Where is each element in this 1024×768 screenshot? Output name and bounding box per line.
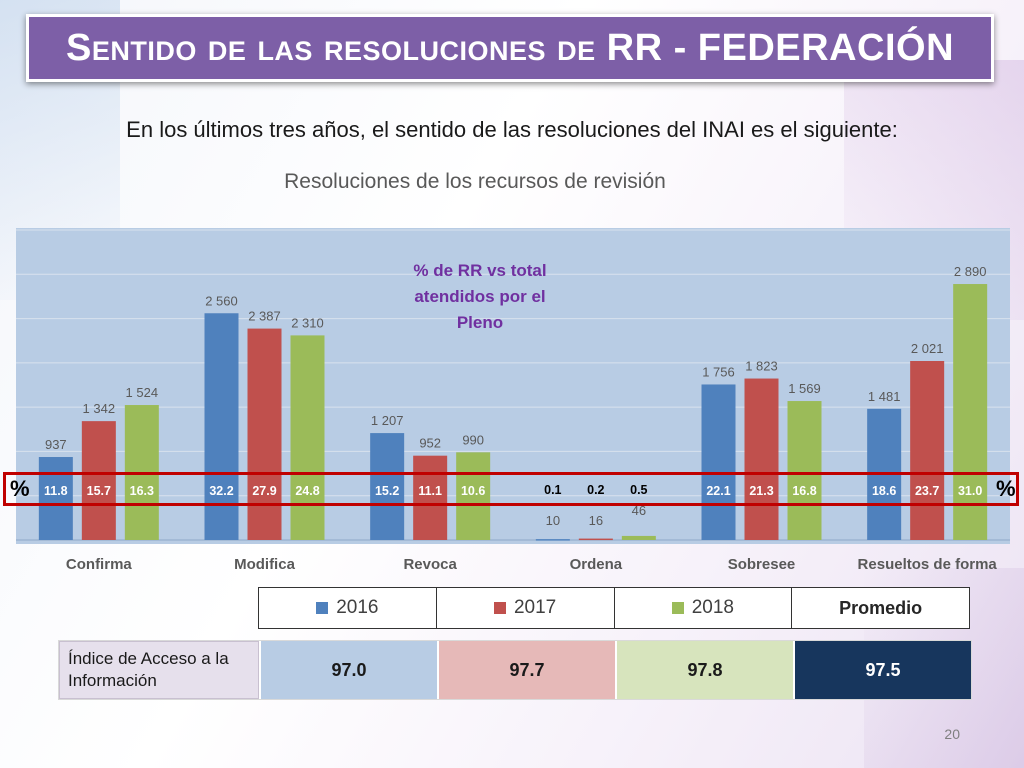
percent-symbol-right: %	[996, 476, 1016, 501]
bar-2017-confirma	[81, 421, 116, 540]
percentage-label: 24.8	[295, 484, 319, 498]
x-tick-label: Revoca	[403, 556, 457, 573]
x-tick-label: Confirma	[66, 556, 132, 573]
slide-subtitle: En los últimos tres años, el sentido de …	[126, 117, 898, 142]
data-label: 1 207	[371, 413, 404, 428]
percentage-label: 0.5	[630, 483, 647, 497]
data-label: 16	[589, 513, 603, 528]
data-label: 2 560	[205, 293, 238, 308]
data-label: 937	[45, 437, 67, 452]
percentage-label: 11.8	[44, 484, 68, 498]
legend-table: 2016 2017 2018 Promedio	[258, 587, 970, 629]
legend-swatch-2018	[671, 602, 684, 614]
bar-2018-modifica	[290, 335, 325, 540]
x-tick-label: Resueltos de forma	[858, 556, 998, 573]
percentage-label: 32.2	[209, 484, 233, 498]
legend-swatch-2017	[493, 602, 506, 614]
data-label: 952	[419, 436, 441, 451]
chart-title: Resoluciones de los recursos de revisión	[284, 170, 666, 193]
x-tick-label: Sobresee	[728, 556, 796, 573]
percentage-label: 22.1	[706, 484, 730, 498]
legend-label-2017: 2017	[513, 597, 557, 618]
legend-label-2018: 2018	[691, 597, 735, 618]
bar-chart: 937 11.8 1 342 15.7 1 524 16.3 Confirma 2 560 32…	[16, 229, 1010, 573]
bar-2017-sobresee	[744, 378, 779, 540]
data-label: 1 342	[83, 401, 116, 416]
bar-2016-confirma	[38, 457, 73, 540]
bar-2017-modifica	[247, 328, 282, 540]
access-index-average: 97.5	[793, 641, 971, 699]
percentage-label: 23.7	[915, 484, 939, 498]
data-label: 10	[546, 513, 560, 528]
slide-title: Sentido de las resoluciones de RR - FEDE…	[65, 26, 955, 69]
percentage-label: 15.2	[375, 484, 399, 498]
bar-2018-sobresee	[787, 401, 822, 540]
percentage-highlight-box	[3, 472, 1019, 506]
bar-2018-ordena	[621, 535, 656, 540]
data-label: 2 310	[291, 315, 324, 330]
chart-annotation: % de RR vs total atendidos por el Pleno	[413, 261, 547, 332]
data-label: 1 823	[745, 359, 778, 374]
data-label: 1 756	[702, 364, 735, 379]
x-tick-label: Modifica	[234, 556, 295, 573]
data-label: 1 569	[788, 381, 821, 396]
percentage-label: 11.1	[418, 484, 442, 498]
percentage-label: 0.2	[587, 483, 604, 497]
bar-2016-ordena	[535, 539, 570, 541]
percentage-label: 0.1	[544, 483, 561, 497]
percentage-label: 21.3	[749, 484, 773, 498]
access-index-2016: 97.0	[259, 641, 437, 699]
access-index-label: Índice de Acceso a la Información	[59, 641, 259, 699]
percentage-label: 15.7	[87, 484, 111, 498]
access-index-2017: 97.7	[437, 641, 615, 699]
data-label: 990	[462, 432, 484, 447]
data-label: 46	[632, 503, 646, 518]
percentage-label: 10.6	[461, 484, 485, 498]
data-label: 2 387	[248, 309, 281, 324]
x-tick-label: Ordena	[570, 556, 623, 573]
percentage-label: 31.0	[958, 484, 982, 498]
title-banner: Sentido de las resoluciones de RR - FEDE…	[26, 14, 994, 82]
bar-2016-revoca	[370, 433, 405, 540]
access-index-table: Índice de Acceso a la Información 97.0 9…	[58, 640, 972, 700]
bar-2018-revoca	[456, 452, 491, 540]
percentage-label: 18.6	[872, 484, 896, 498]
bar-2017-ordena	[578, 538, 613, 541]
data-label: 2 890	[954, 264, 987, 279]
legend-item-2017: 2017	[437, 588, 615, 628]
access-index-2018: 97.8	[615, 641, 793, 699]
legend-label-promedio: Promedio	[839, 597, 923, 618]
legend-item-promedio: Promedio	[792, 588, 969, 628]
data-label: 2 021	[911, 341, 944, 356]
chart-plot-area	[16, 228, 1010, 544]
percentage-label: 16.8	[792, 484, 816, 498]
bar-2016-modifica	[204, 313, 239, 540]
data-label: 1 481	[868, 389, 901, 404]
bar-2016-sobresee	[701, 384, 736, 540]
page-number: 20	[944, 726, 960, 742]
legend-label-2016: 2016	[336, 597, 379, 618]
percentage-label: 16.3	[130, 484, 154, 498]
bar-2017-resueltos-de-forma	[910, 360, 945, 540]
percent-symbol-left: %	[10, 476, 30, 501]
bar-2017-revoca	[413, 455, 448, 540]
legend-item-2016: 2016	[259, 588, 437, 628]
legend-item-2018: 2018	[615, 588, 793, 628]
percentage-label: 27.9	[252, 484, 276, 498]
data-label: 1 524	[126, 385, 159, 400]
legend-swatch-2016	[316, 602, 329, 614]
bar-2018-resueltos-de-forma	[953, 284, 988, 540]
